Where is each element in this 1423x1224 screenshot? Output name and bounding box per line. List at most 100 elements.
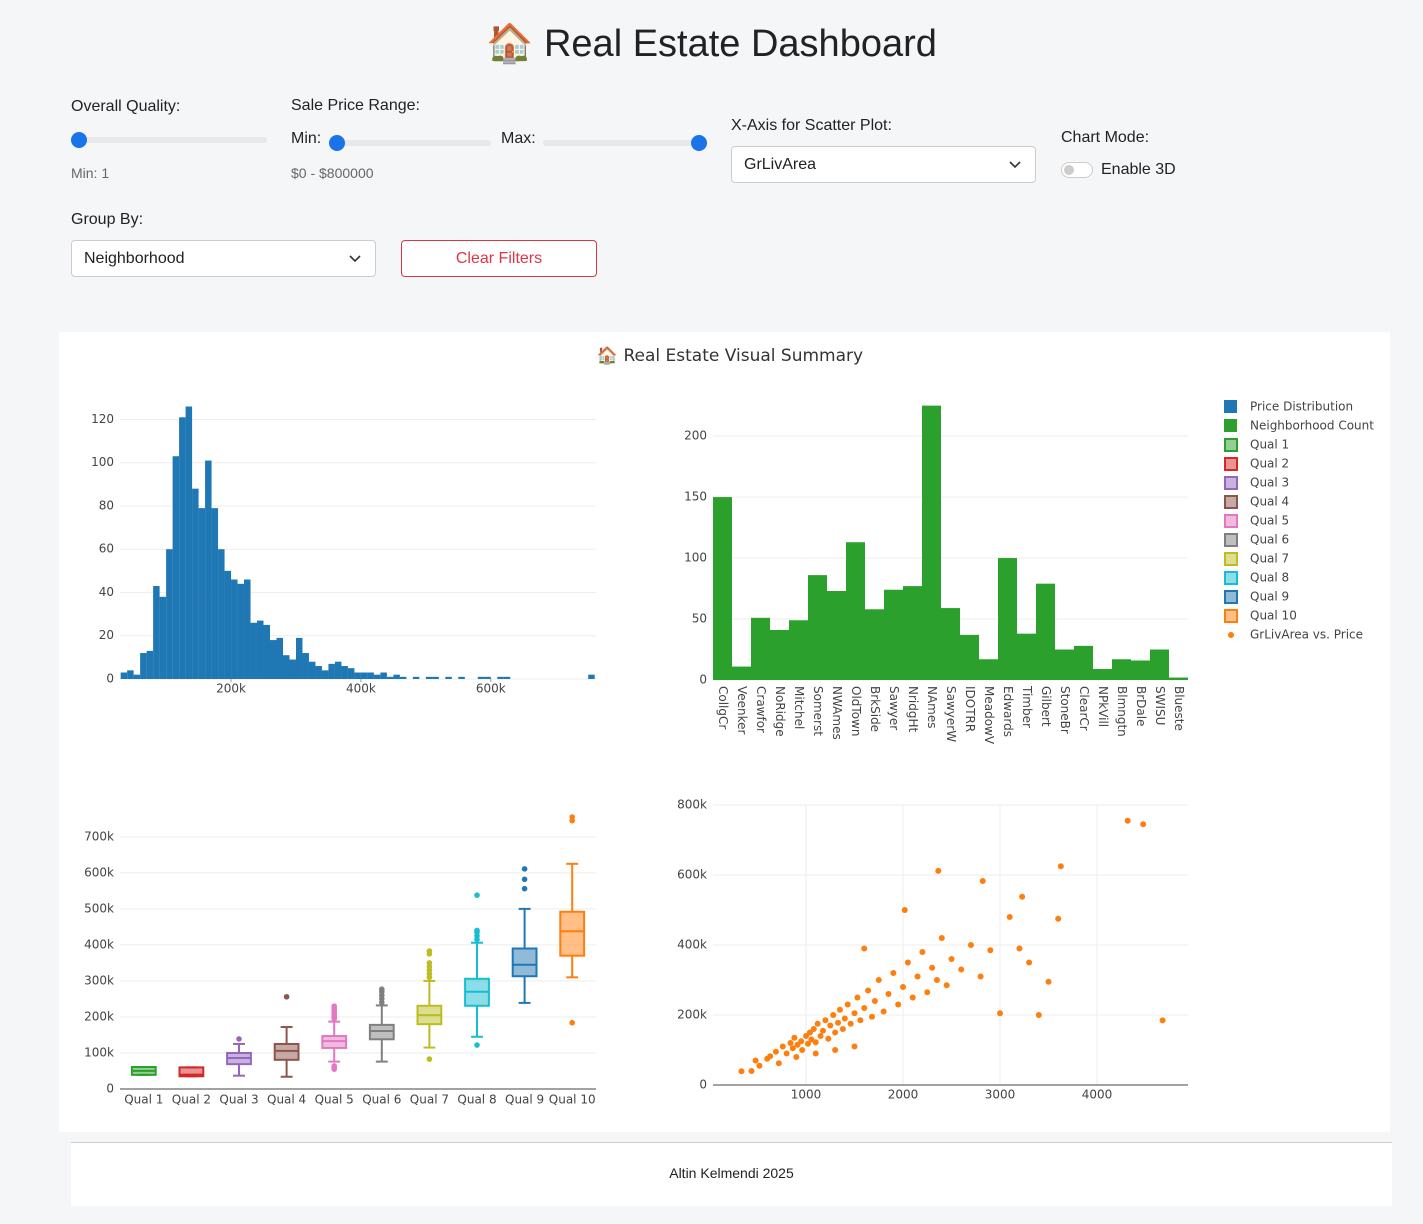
scatter-point xyxy=(967,942,974,948)
x-tick-label: Sawyer xyxy=(887,686,901,730)
dropdown[interactable]: GrLivArea xyxy=(731,146,1036,183)
slider-handle[interactable] xyxy=(71,132,87,148)
histogram-bar xyxy=(205,460,212,679)
legend-swatch xyxy=(1224,476,1238,490)
histogram-bar xyxy=(146,650,154,679)
x-tick-label: Qual 3 xyxy=(219,1093,258,1107)
clear-filters-button[interactable]: Clear Filters xyxy=(401,240,597,277)
scatter-point xyxy=(810,1026,817,1032)
y-tick-label: 200k xyxy=(677,1008,707,1022)
x-tick-label: Qual 6 xyxy=(362,1093,401,1107)
x-tick-label: 2000 xyxy=(888,1088,919,1102)
legend-swatch xyxy=(1224,590,1238,604)
scatter-point xyxy=(814,1020,821,1027)
scatter-point xyxy=(880,1008,887,1015)
slider-handle[interactable] xyxy=(691,135,707,151)
legend-swatch xyxy=(1224,495,1238,509)
x-tick-label: Timber xyxy=(1020,685,1034,728)
outlier xyxy=(521,876,528,883)
x-tick-label: NoRidge xyxy=(773,686,787,737)
bar xyxy=(884,589,903,680)
control-label: Min: xyxy=(291,130,322,147)
histogram-bar xyxy=(308,661,316,679)
histogram-bar xyxy=(412,676,420,679)
x-tick-label: OldTown xyxy=(849,686,863,736)
dropdown[interactable]: Neighborhood xyxy=(71,240,376,277)
outlier xyxy=(474,892,480,898)
box xyxy=(178,1066,205,1078)
y-tick-label: 100 xyxy=(684,551,707,565)
x-tick-label: Qual 10 xyxy=(549,1093,596,1107)
scatter-point xyxy=(904,959,911,966)
outlier xyxy=(379,986,385,993)
legend-label: Qual 3 xyxy=(1250,476,1289,490)
scatter-point xyxy=(844,1001,851,1008)
scatter-point xyxy=(803,1033,810,1039)
scatter-point xyxy=(929,964,936,971)
bar xyxy=(732,666,751,680)
slider-track[interactable] xyxy=(543,140,705,146)
scatter-point xyxy=(748,1068,755,1074)
bar xyxy=(1074,645,1093,680)
scatter-point xyxy=(924,989,931,996)
x-tick-label: 400k xyxy=(346,682,376,696)
outlier xyxy=(283,993,290,1000)
slider-track[interactable] xyxy=(331,140,491,146)
slider-track[interactable] xyxy=(71,137,267,143)
outlier xyxy=(426,1056,433,1062)
scatter-point xyxy=(772,1048,779,1055)
bar xyxy=(789,620,808,680)
scatter-point xyxy=(817,1033,824,1039)
x-tick-label: Qual 4 xyxy=(267,1093,306,1107)
legend-label: Neighborhood Count xyxy=(1250,419,1374,433)
control-label: Chart Mode: xyxy=(1061,129,1150,146)
histogram-bar xyxy=(159,596,167,679)
legend-swatch xyxy=(1224,438,1238,452)
histogram-bar xyxy=(484,676,491,679)
histogram-bar xyxy=(244,579,251,679)
scatter-point xyxy=(935,867,942,874)
histogram-bar xyxy=(373,674,381,679)
bar xyxy=(922,405,941,680)
outlier xyxy=(521,866,528,872)
bar xyxy=(1150,649,1169,680)
y-tick-label: 40 xyxy=(99,585,114,599)
box xyxy=(368,1023,395,1041)
x-tick-label: Qual 7 xyxy=(410,1093,449,1107)
y-tick-label: 200k xyxy=(84,1009,114,1023)
toggle-switch[interactable] xyxy=(1061,162,1093,178)
y-tick-label: 0 xyxy=(106,672,114,686)
bar xyxy=(827,590,846,680)
histogram-bar xyxy=(192,488,199,679)
slider-handle[interactable] xyxy=(329,135,345,151)
y-tick-label: 300k xyxy=(84,973,114,987)
legend-swatch xyxy=(1224,419,1237,432)
scatter-point xyxy=(839,1026,846,1032)
scatter-point xyxy=(885,991,892,997)
outlier xyxy=(521,885,528,892)
scatter-point xyxy=(851,1010,858,1017)
histogram-bar xyxy=(497,676,504,679)
x-tick-label: NAmes xyxy=(925,686,939,729)
histogram-bar xyxy=(315,666,322,679)
scatter-point xyxy=(822,1017,829,1024)
bar xyxy=(865,609,884,680)
histogram-bar xyxy=(445,676,452,679)
histogram-bar xyxy=(133,674,141,679)
legend-label: Qual 1 xyxy=(1250,438,1289,452)
x-tick-label: SawyerW xyxy=(944,686,958,742)
x-tick-label: Qual 1 xyxy=(124,1093,163,1107)
scatter-point xyxy=(836,1006,843,1013)
histogram-bar xyxy=(140,653,147,679)
scatter-point xyxy=(806,1029,813,1036)
histogram-bar xyxy=(276,637,283,679)
legend-swatch xyxy=(1224,552,1238,566)
histogram-bar xyxy=(270,640,277,679)
scatter-point xyxy=(958,966,965,973)
dropdown-value: Neighborhood xyxy=(84,250,185,267)
dropdown-value: GrLivArea xyxy=(744,156,817,173)
bar xyxy=(713,497,732,680)
x-tick-label: IDOTRR xyxy=(963,686,977,732)
y-tick-label: 800k xyxy=(677,798,707,812)
scatter-point xyxy=(832,1029,839,1036)
